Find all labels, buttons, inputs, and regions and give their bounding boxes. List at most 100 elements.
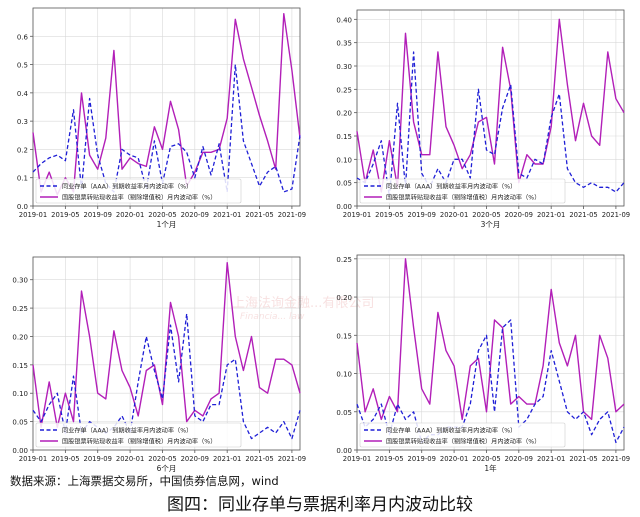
y-tick-label: 0.05: [336, 180, 352, 188]
series-line-bill: [32, 12, 301, 196]
y-tick-label: 0.00: [336, 203, 352, 211]
y-tick-label: 0.05: [336, 409, 352, 417]
x-tick-label: 2019-01: [19, 211, 47, 219]
y-tick-label: 0.10: [336, 156, 352, 164]
plot-frame: [356, 9, 625, 207]
x-tick-label: 2019-05: [51, 455, 79, 463]
source-note: 数据来源：上海票据交易所，中国债券信息网，wind: [10, 474, 279, 488]
legend-label: 同业存单（AAA）到期收益率月内波动率（%）: [386, 427, 516, 435]
x-tick-label: 2021-09: [278, 455, 306, 463]
x-axis-label: 1年: [484, 463, 497, 473]
x-tick-label: 2021-05: [245, 455, 273, 463]
x-tick-label: 2019-05: [51, 211, 79, 219]
x-tick-label: 2020-09: [505, 455, 533, 463]
series-line-ncd: [356, 51, 625, 198]
y-tick-label: 0.20: [336, 110, 352, 118]
y-tick-label: 0.05: [12, 419, 28, 427]
x-tick-label: 2020-05: [148, 455, 176, 463]
x-tick-label: 2020-09: [505, 211, 533, 219]
x-tick-label: 2019-09: [408, 455, 436, 463]
x-tick-label: 2020-01: [116, 211, 144, 219]
x-tick-label: 2019-05: [375, 455, 403, 463]
x-tick-label: 2020-01: [440, 211, 468, 219]
y-tick-label: 0.0: [17, 203, 28, 211]
x-tick-label: 2021-01: [537, 455, 565, 463]
x-tick-label: 2019-09: [408, 211, 436, 219]
legend-label: 国股银票转贴现收益率（剔除增值税）月内波动率（%）: [386, 438, 540, 446]
series-line-ncd: [356, 319, 625, 444]
x-tick-label: 2020-09: [181, 211, 209, 219]
chart-panel-4: 0.00 0.05 0.10 0.15 0.20 0.25 2019-01 2019-05 20…: [336, 254, 630, 473]
x-tick-label: 2021-05: [569, 211, 597, 219]
x-tick-label: 2019-05: [375, 211, 403, 219]
x-tick-label: 2019-09: [84, 211, 112, 219]
plot-frame: [32, 7, 301, 207]
legend-label: 国股银票转贴现收益率（剔除增值税）月内波动率（%）: [62, 194, 216, 202]
x-tick-label: 2021-09: [602, 211, 630, 219]
legend-label: 同业存单（AAA）到期收益率月内波动率（%）: [386, 183, 516, 191]
chart-panel-3: 0.00 0.05 0.10 0.15 0.20 0.25 0.30 2019-01 2019-…: [12, 256, 306, 473]
y-tick-label: 0.10: [12, 390, 28, 398]
legend-box: [359, 422, 566, 448]
x-tick-label: 2021-05: [245, 211, 273, 219]
chart-panel-1: 0.0 0.1 0.2 0.3 0.4 0.5 0.6 2019-01 2019-05 2019-…: [17, 7, 306, 229]
y-tick-label: 0.15: [336, 332, 352, 340]
legend-label: 同业存单（AAA）到期收益率月内波动率（%）: [62, 183, 192, 191]
x-tick-label: 2020-01: [116, 455, 144, 463]
x-tick-label: 2019-01: [343, 211, 371, 219]
watermark-line-1: 上海法询金融...有限公司: [232, 296, 375, 311]
x-tick-label: 2021-09: [278, 211, 306, 219]
y-tick-label: 0.00: [12, 447, 28, 455]
chart-panel-2: 0.00 0.05 0.10 0.15 0.20 0.25 0.30 0.35 0.40 2019…: [336, 9, 630, 229]
x-tick-label: 2021-05: [569, 455, 597, 463]
x-tick-label: 2021-01: [213, 455, 241, 463]
series-line-bill: [32, 261, 301, 429]
y-tick-label: 0.1: [17, 175, 28, 183]
y-tick-label: 0.15: [12, 362, 28, 370]
x-tick-label: 2019-01: [343, 455, 371, 463]
legend-box: [35, 178, 242, 204]
y-tick-label: 0.15: [336, 133, 352, 141]
x-tick-label: 2021-01: [537, 211, 565, 219]
x-tick-label: 2020-05: [472, 211, 500, 219]
watermark-line-2: Financia... law: [240, 312, 305, 322]
x-tick-label: 2021-09: [602, 455, 630, 463]
x-tick-label: 2021-01: [213, 211, 241, 219]
y-tick-label: 0.25: [12, 305, 28, 313]
series-line-bill: [356, 258, 625, 421]
plot-frame: [356, 254, 625, 451]
figure-caption: 图四：同业存单与票据利率月内波动比较: [167, 495, 473, 515]
y-tick-label: 0.35: [336, 40, 352, 48]
y-tick-label: 0.30: [12, 277, 28, 285]
legend-label: 国股银票转贴现收益率（剔除增值税）月内波动率（%）: [386, 194, 540, 202]
series-line-bill: [356, 18, 625, 193]
y-tick-label: 0.2: [17, 146, 28, 154]
y-tick-label: 0.5: [17, 62, 28, 70]
y-tick-label: 0.6: [17, 33, 29, 41]
y-tick-label: 0.00: [336, 447, 352, 455]
x-axis-label: 6个月: [157, 464, 177, 473]
x-tick-label: 2020-05: [472, 455, 500, 463]
x-axis-label: 1个月: [157, 220, 177, 229]
plot-frame: [32, 256, 301, 451]
legend-label: 同业存单（AAA）到期收益率月内波动率（%）: [62, 427, 192, 435]
legend-label: 国股银票转贴现收益率（剔除增值税）月内波动率（%）: [62, 438, 216, 446]
y-tick-label: 0.20: [336, 294, 352, 302]
y-tick-label: 0.25: [336, 86, 352, 94]
series-line-ncd: [32, 313, 301, 440]
y-tick-label: 0.4: [17, 90, 29, 98]
y-tick-label: 0.30: [336, 63, 352, 71]
x-tick-label: 2019-09: [84, 455, 112, 463]
y-tick-label: 0.10: [336, 371, 352, 379]
series-line-ncd: [32, 63, 301, 193]
legend-box: [359, 178, 566, 204]
x-tick-label: 2019-01: [19, 455, 47, 463]
y-tick-label: 0.20: [12, 333, 28, 341]
legend-box: [35, 422, 242, 448]
y-tick-label: 0.40: [336, 16, 352, 24]
x-axis-label: 3个月: [481, 220, 501, 229]
x-tick-label: 2020-01: [440, 455, 468, 463]
x-tick-label: 2020-05: [148, 211, 176, 219]
y-tick-label: 0.3: [17, 118, 28, 126]
